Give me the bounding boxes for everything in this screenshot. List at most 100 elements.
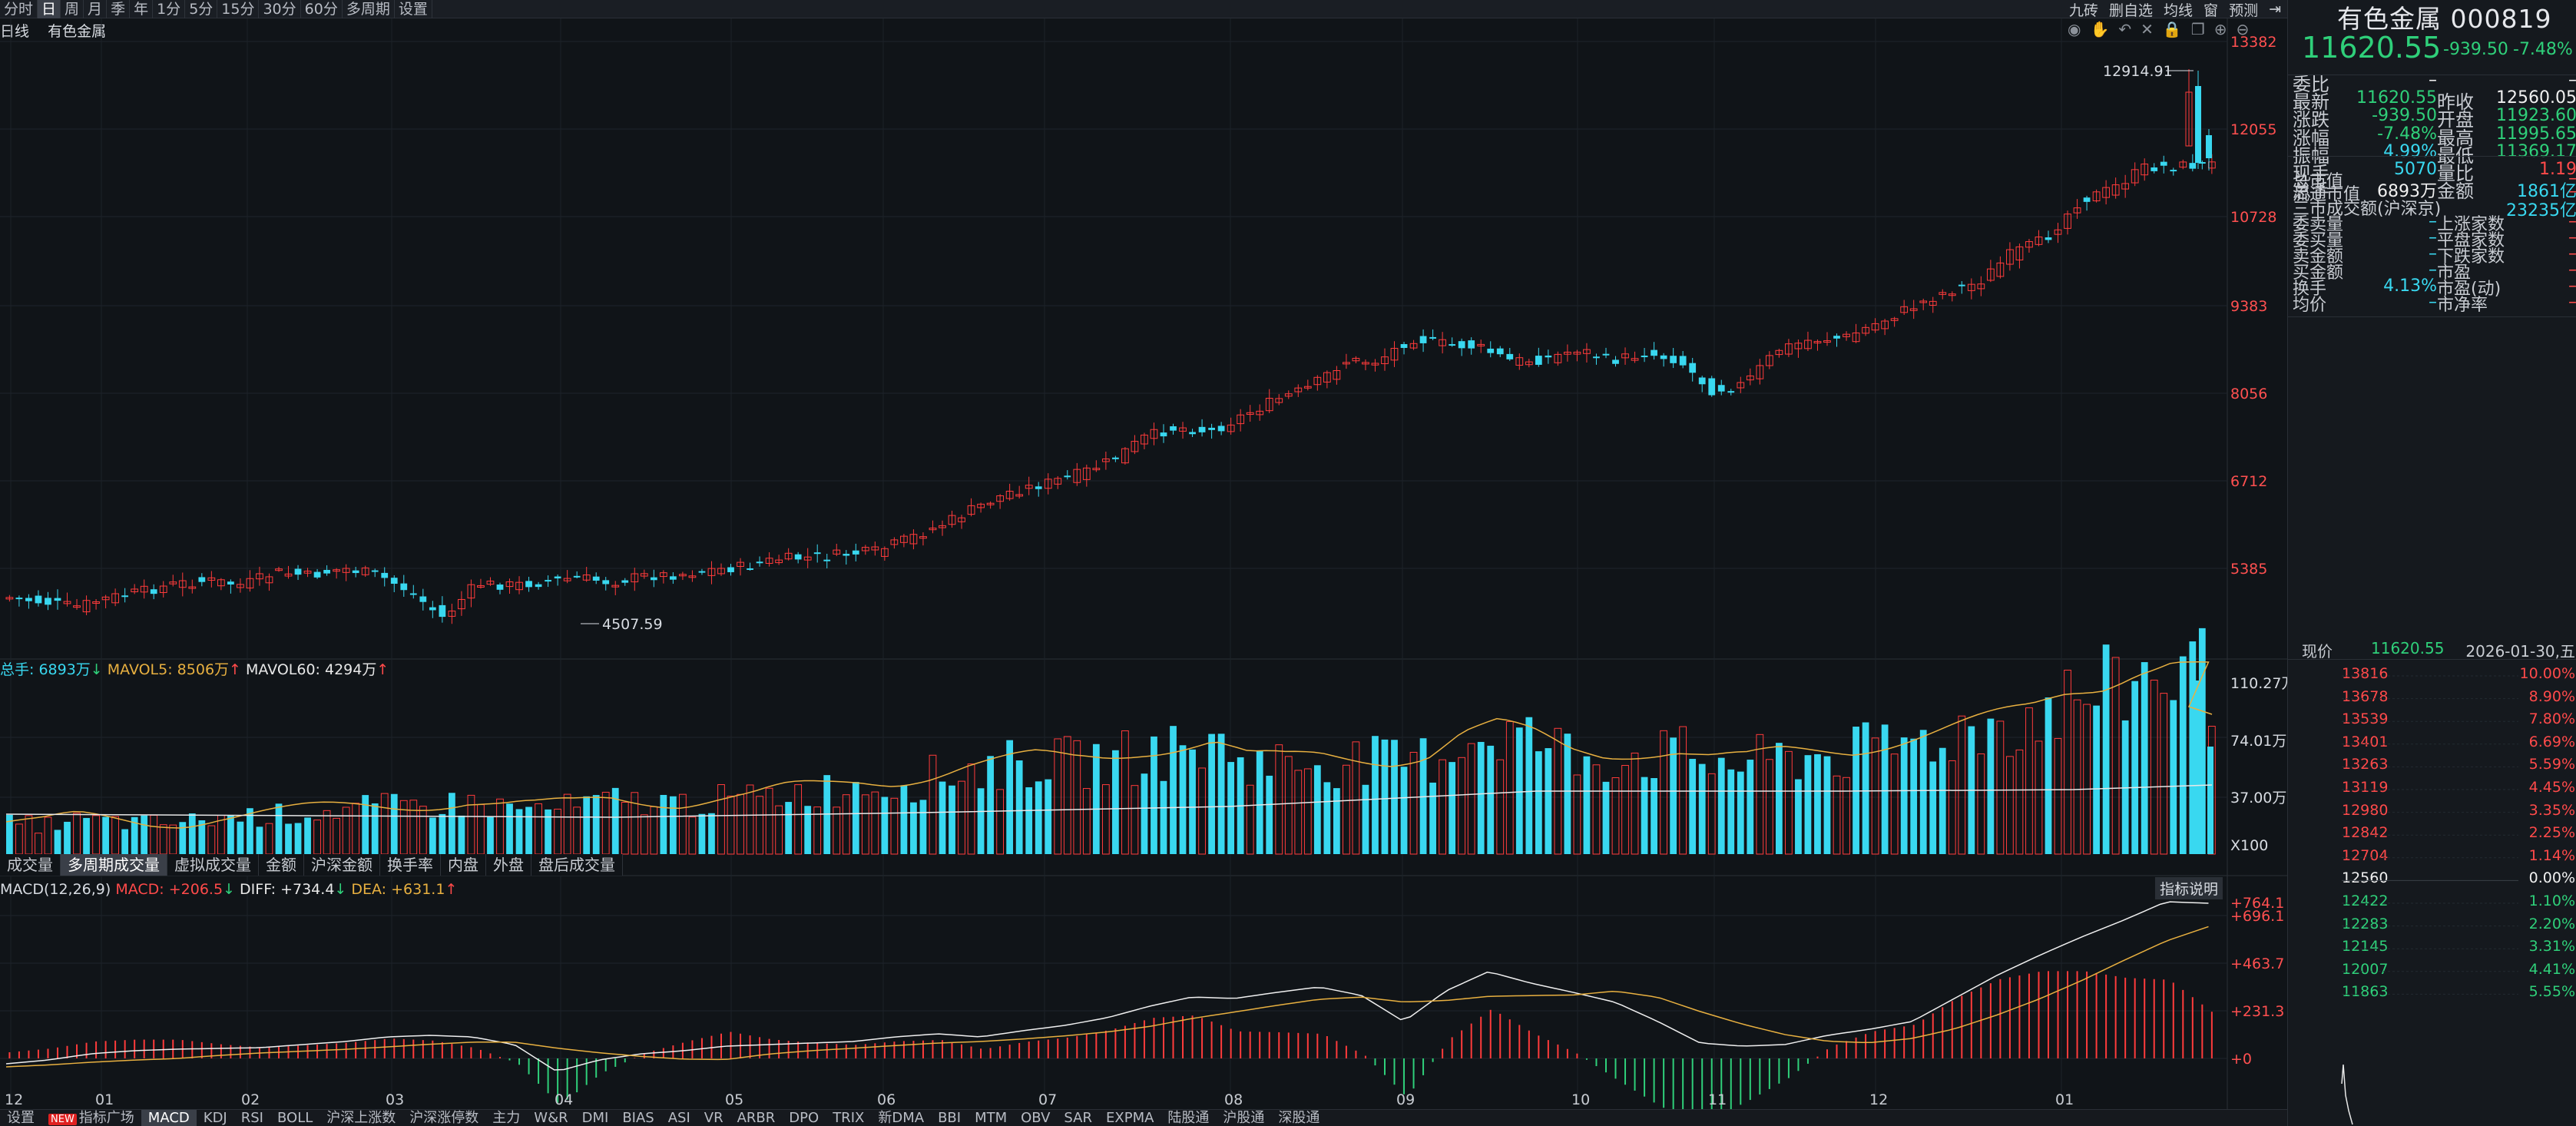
eye-icon[interactable]: ◉: [2068, 20, 2081, 38]
volume-tab-8[interactable]: 盘后成交量: [531, 854, 623, 876]
period-tab-11[interactable]: 多周期: [343, 0, 395, 18]
period-tab-2[interactable]: 周: [61, 0, 84, 18]
volume-bar: [323, 810, 331, 855]
indicator-tab-14[interactable]: ARBR: [730, 1110, 783, 1126]
volume-bar: [1862, 722, 1869, 854]
volume-bar: [1958, 715, 1966, 855]
lock-icon[interactable]: 🔒: [2162, 20, 2182, 38]
indicator-tab-16[interactable]: TRIX: [826, 1110, 871, 1126]
indicator-tab-1[interactable]: NEW 指标广场: [41, 1110, 141, 1126]
quote-value: 6893万: [2377, 182, 2437, 202]
quote-label: 涨幅: [2293, 127, 2329, 149]
volume-tab-7[interactable]: 外盘: [486, 854, 531, 876]
candle-body: [1525, 361, 1533, 366]
indicator-tab-12[interactable]: ASI: [661, 1110, 697, 1126]
candle-body: [73, 605, 81, 608]
volume-tab-0[interactable]: 成交量: [0, 854, 61, 876]
top-tool-4[interactable]: 预测: [2229, 2, 2259, 19]
indicator-tab-7[interactable]: 沪深涨停数: [402, 1110, 485, 1126]
period-tab-8[interactable]: 15分: [217, 0, 260, 18]
kline-type-label: 日线: [0, 23, 30, 40]
zoom-out-icon[interactable]: ⊖: [2236, 20, 2250, 38]
quote-label: 涨跌: [2293, 109, 2329, 131]
period-tab-1[interactable]: 日: [38, 0, 61, 18]
indicator-tab-17[interactable]: 新DMA: [871, 1110, 931, 1126]
volume-tab-5[interactable]: 换手率: [380, 854, 441, 876]
period-tab-3[interactable]: 月: [84, 0, 108, 18]
indicator-tab-10[interactable]: DMI: [575, 1110, 616, 1126]
indicator-tab-8[interactable]: 主力: [485, 1110, 527, 1126]
candle-body: [467, 584, 475, 599]
month-label: 01: [95, 1091, 114, 1108]
price-axis-label: 6712: [2230, 473, 2267, 490]
tick-row: 12704 1.14%: [2288, 847, 2576, 870]
top-tool-0[interactable]: 九砖: [2069, 2, 2099, 19]
copy-icon[interactable]: ❐: [2190, 20, 2205, 38]
top-tool-1[interactable]: 删自选: [2109, 2, 2154, 19]
period-tab-10[interactable]: 60分: [301, 0, 343, 18]
exit-icon[interactable]: ⇥: [2269, 1, 2281, 18]
indicator-tab-0[interactable]: 设置: [0, 1110, 41, 1126]
candle-body: [1101, 458, 1110, 462]
quote-value: –: [2429, 212, 2437, 231]
candle-body: [390, 578, 398, 585]
indicator-tab-13[interactable]: VR: [697, 1110, 730, 1126]
candle-body: [1765, 355, 1773, 366]
candle-body: [2179, 161, 2187, 168]
volume-bar: [1756, 734, 1764, 855]
cross-icon[interactable]: ✕: [2141, 20, 2154, 38]
candle-body: [1929, 300, 1937, 306]
volume-bar: [660, 794, 667, 854]
top-tool-2[interactable]: 均线: [2164, 2, 2194, 19]
volume-bar: [198, 820, 206, 854]
indicator-tab-5[interactable]: BOLL: [270, 1110, 320, 1126]
indicator-tab-4[interactable]: RSI: [234, 1110, 270, 1126]
period-tab-9[interactable]: 30分: [259, 0, 301, 18]
indicator-tab-6[interactable]: 沪深上涨数: [320, 1110, 402, 1126]
candle-body: [1909, 308, 1918, 311]
indicator-tab-3[interactable]: KDJ: [197, 1110, 234, 1126]
candle-body: [1227, 424, 1235, 432]
indicator-help-button[interactable]: 指标说明: [2155, 877, 2223, 899]
period-tab-6[interactable]: 1分: [153, 0, 186, 18]
indicator-tab-22[interactable]: EXPMA: [1099, 1110, 1161, 1126]
indicator-tab-25[interactable]: 深股通: [1271, 1110, 1326, 1126]
zoom-in-icon[interactable]: ⊕: [2213, 20, 2227, 38]
volume-tab-2[interactable]: 虚拟成交量: [167, 854, 259, 876]
volume-bar: [515, 809, 523, 854]
volume-bar: [698, 813, 706, 854]
indicator-tab-19[interactable]: MTM: [968, 1110, 1014, 1126]
indicator-tab-2[interactable]: MACD: [141, 1109, 197, 1126]
macd-lines: [5, 901, 2209, 1071]
quote-value: –: [2429, 293, 2437, 312]
volume-tab-3[interactable]: 金额: [259, 854, 304, 876]
candle-body: [1804, 339, 1812, 349]
indicator-tab-23[interactable]: 陆股通: [1161, 1110, 1216, 1126]
indicator-tab-21[interactable]: SAR: [1057, 1110, 1099, 1126]
indicator-tab-24[interactable]: 沪股通: [1216, 1110, 1271, 1126]
indicator-tab-20[interactable]: OBV: [1014, 1110, 1057, 1126]
candle-body: [813, 552, 821, 555]
volume-bar: [1853, 727, 1859, 854]
quote-value: 11923.60: [2496, 106, 2576, 126]
volume-tab-6[interactable]: 内盘: [441, 854, 486, 876]
candle-body: [294, 568, 302, 575]
indicator-tab-9[interactable]: W&R: [527, 1110, 574, 1126]
volume-bar: [304, 817, 311, 854]
period-tab-4[interactable]: 季: [107, 0, 131, 18]
volume-tab-1[interactable]: 多周期成交量: [61, 854, 167, 876]
period-tab-12[interactable]: 设置: [395, 0, 432, 18]
hand-icon[interactable]: ✋: [2090, 20, 2110, 38]
indicator-tab-18[interactable]: BBI: [931, 1110, 968, 1126]
indicator-tab-11[interactable]: BIAS: [615, 1110, 661, 1126]
period-tab-5[interactable]: 年: [130, 0, 154, 18]
top-tool-3[interactable]: 窗: [2204, 2, 2219, 19]
volume-tab-4[interactable]: 沪深金额: [304, 854, 380, 876]
volume-bar: [1256, 750, 1263, 854]
indicator-tab-15[interactable]: DPO: [782, 1110, 826, 1126]
volume-bar: [487, 816, 494, 854]
period-tab-0[interactable]: 分时: [0, 0, 38, 18]
undo-icon[interactable]: ↶: [2118, 20, 2132, 38]
period-tab-7[interactable]: 5分: [185, 0, 218, 18]
